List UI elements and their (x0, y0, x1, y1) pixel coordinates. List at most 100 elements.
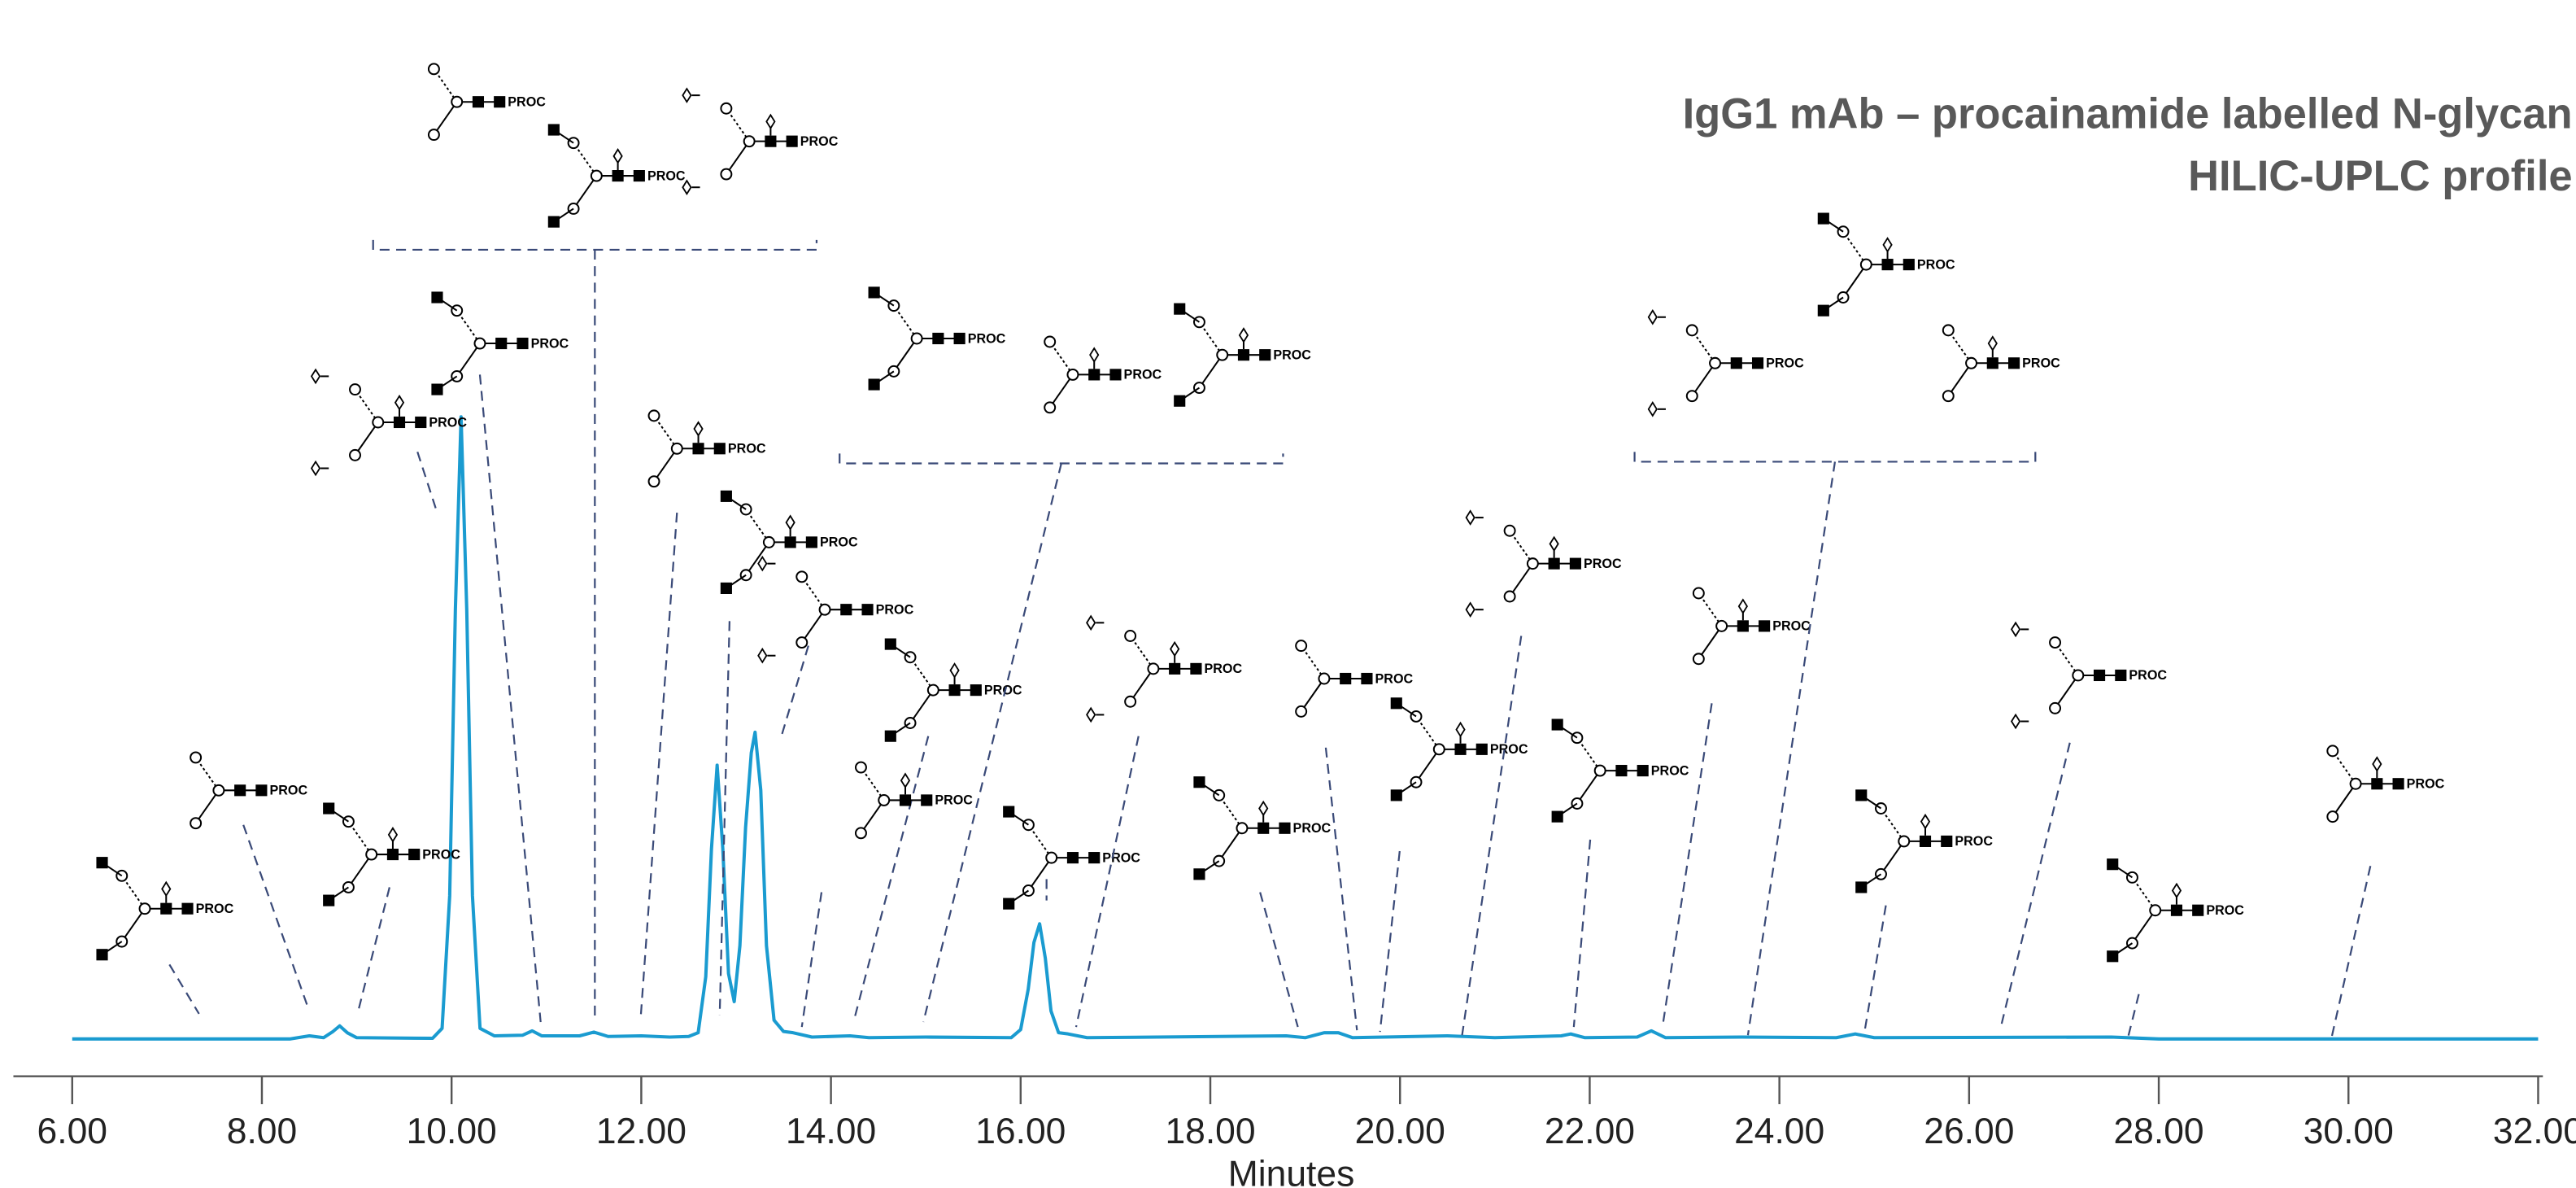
glycan-bond (2054, 675, 2079, 709)
glcnac (1279, 822, 1291, 834)
leader-line (639, 512, 678, 1016)
glycan-bond (1129, 635, 1154, 670)
glycan-structure: PROC (1003, 806, 1140, 910)
glcnac (1174, 303, 1186, 315)
leader-line (416, 451, 438, 513)
glycan-bond (1880, 841, 1905, 875)
leader-line (853, 736, 930, 1020)
glycan-structure: PROC (682, 87, 839, 195)
leader-line (1572, 839, 1592, 1028)
glcnac (96, 857, 108, 869)
glycan-tag: PROC (800, 134, 839, 149)
sialic-acid (682, 179, 692, 195)
glycan-structure: PROC (190, 751, 307, 830)
glcnac (765, 135, 777, 147)
glcnac (472, 96, 485, 108)
glycan-structure: PROC (1174, 303, 1311, 407)
hexose (1526, 557, 1539, 570)
glcnac (431, 383, 443, 395)
sialic-acid (1987, 335, 1998, 352)
glcnac (899, 794, 912, 806)
glcnac (921, 794, 933, 806)
sialic-acid (1647, 401, 1658, 417)
sialic-acid (1920, 813, 1931, 830)
glycan-bond (1880, 807, 1905, 842)
glycan-structure: PROC (1692, 587, 1811, 666)
glycan-tag: PROC (1205, 662, 1243, 676)
hexose (427, 63, 440, 76)
glcnac (494, 96, 506, 108)
glycan-tag: PROC (508, 94, 546, 109)
glycan-structure: PROC (1855, 789, 1993, 893)
leader-line (922, 463, 1062, 1023)
leader-line (718, 621, 731, 1015)
glycan-bond (2331, 750, 2356, 784)
hexose (2125, 937, 2138, 950)
glcnac (1919, 835, 1932, 847)
glcnac (181, 902, 194, 915)
hexose (647, 475, 660, 488)
hexose (647, 409, 660, 422)
hexose (1942, 324, 1955, 337)
glycan-tag: PROC (1584, 557, 1622, 571)
leader-line (478, 374, 542, 1023)
glcnac (234, 784, 246, 797)
sialic-acid (2171, 882, 2182, 899)
glcnac (2007, 357, 2020, 369)
hexose (590, 169, 603, 182)
glcnac (692, 443, 704, 455)
hexose (818, 603, 831, 616)
hexose (795, 570, 809, 583)
leader-line (800, 892, 823, 1028)
glycan-structure: PROC (1390, 697, 1528, 801)
glcnac (840, 604, 852, 616)
hexose (1192, 382, 1205, 395)
glycan-structure: PROC (547, 124, 686, 228)
sialic-acid (949, 662, 960, 679)
glcnac (323, 894, 335, 906)
hexose (854, 761, 867, 774)
glycan-structure: PROC (431, 291, 569, 395)
x-axis-label: Minutes (1228, 1155, 1355, 1188)
glcnac (547, 124, 560, 136)
leader-line (2330, 865, 2372, 1041)
glycan-tag: PROC (647, 168, 686, 183)
glycan-bond (573, 175, 598, 210)
glcnac (255, 784, 268, 797)
leader-line (779, 645, 809, 740)
sialic-acid (1549, 535, 1559, 553)
hexose (2049, 701, 2062, 714)
glycan-structure: PROC (647, 409, 766, 488)
hexose (342, 880, 355, 893)
glycan-tag: PROC (1375, 671, 1414, 686)
glycan-bond (354, 389, 379, 423)
hexose (1503, 524, 1516, 537)
glcnac (953, 332, 965, 345)
glycan-bond (2054, 641, 2079, 676)
glycan-bond (893, 338, 918, 372)
glycan-bond (347, 854, 373, 889)
hexose (1898, 835, 1911, 848)
sialic-acid (1170, 640, 1180, 657)
x-tick-label: 6.00 (37, 1112, 107, 1151)
glycan-bond (1698, 625, 1723, 660)
hexose (342, 815, 355, 828)
hexose (1709, 356, 1722, 369)
hexose (1837, 291, 1850, 304)
glcnac (786, 135, 798, 147)
hexose (854, 827, 867, 840)
hexose (887, 365, 900, 378)
hexose (1066, 368, 1079, 381)
sialic-acid (900, 772, 911, 788)
glycan-tag: PROC (1490, 742, 1528, 757)
hexose (1942, 390, 1955, 403)
glcnac (2115, 669, 2127, 682)
sialic-acid (757, 647, 768, 664)
bracket (372, 239, 818, 251)
chromatogram-trace (72, 415, 2539, 1041)
leader-line (1074, 736, 1140, 1028)
hexose (1045, 851, 1058, 864)
glcnac (884, 730, 896, 742)
glycan-bond (726, 141, 750, 175)
